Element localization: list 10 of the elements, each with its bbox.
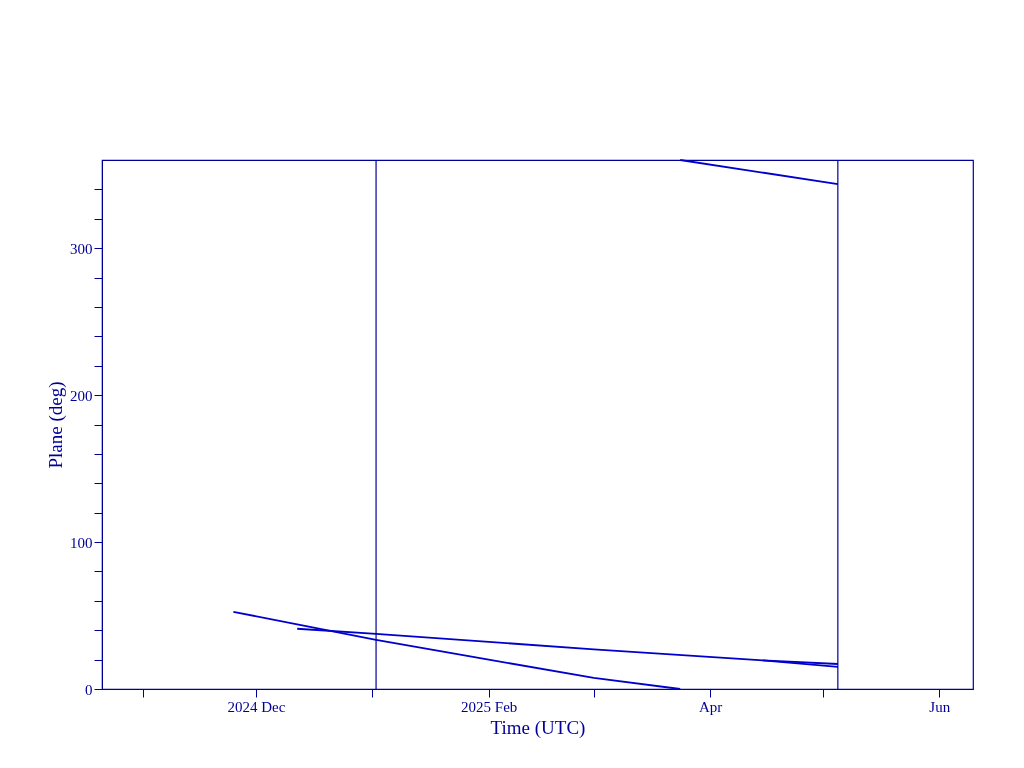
y-tick-label: 200 (70, 387, 93, 404)
y-tick-label: 300 (70, 240, 93, 257)
x-tick-label: 2024 Dec (227, 698, 286, 715)
x-tick-label: Jun (929, 698, 951, 715)
x-axis-title: Time (UTC) (490, 716, 586, 739)
x-tick-label: 2025 Feb (461, 698, 518, 715)
x-tick-label: Apr (699, 698, 723, 715)
y-axis-title: Plane (deg) (45, 381, 67, 469)
y-tick-label: 100 (70, 534, 93, 551)
y-tick-label: 0 (85, 681, 93, 698)
